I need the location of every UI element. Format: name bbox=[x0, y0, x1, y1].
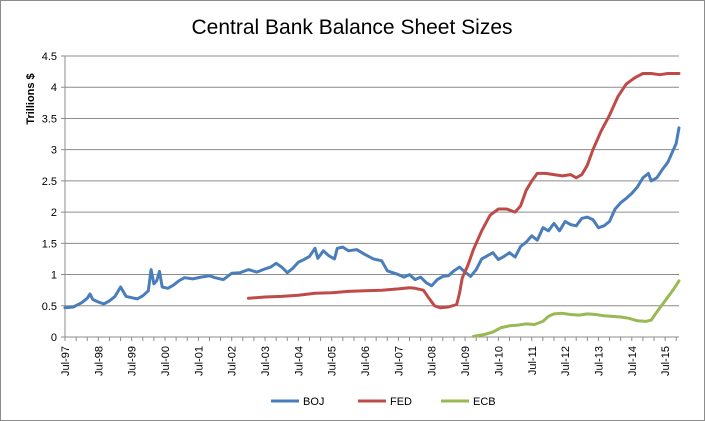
y-tick-label: 3.5 bbox=[42, 113, 57, 125]
grid-lines bbox=[65, 55, 679, 307]
x-tick-label: Jul-02 bbox=[227, 346, 239, 376]
x-tick-label: Jul-13 bbox=[593, 346, 605, 376]
y-tick-label: 1.5 bbox=[42, 238, 57, 250]
x-tick-label: Jul-10 bbox=[493, 346, 505, 376]
legend-label-ecb: ECB bbox=[473, 396, 496, 408]
x-tick-label: Jul-01 bbox=[193, 346, 205, 376]
series-lines bbox=[63, 72, 681, 338]
x-tick-label: Jul-06 bbox=[360, 346, 372, 376]
axes bbox=[61, 55, 679, 341]
x-tick-label: Jul-97 bbox=[60, 346, 72, 376]
y-tick-label: 3 bbox=[51, 145, 57, 157]
x-tick-label: Jul-09 bbox=[460, 346, 472, 376]
legend-label-fed: FED bbox=[390, 396, 412, 408]
chart-title: Central Bank Balance Sheet Sizes bbox=[191, 16, 512, 39]
x-tick-label: Jul-05 bbox=[327, 346, 339, 376]
x-tick-label: Jul-11 bbox=[527, 346, 539, 375]
x-tick-label: Jul-15 bbox=[660, 346, 672, 376]
y-tick-label: 2.5 bbox=[42, 176, 57, 188]
series-line-ecb bbox=[471, 279, 681, 338]
x-tick-label: Jul-07 bbox=[393, 346, 405, 376]
legend: BOJ FED ECB bbox=[271, 396, 496, 408]
y-tick-label: 0.5 bbox=[42, 301, 57, 313]
legend-label-boj: BOJ bbox=[303, 396, 324, 408]
y-tick-label: 0 bbox=[51, 332, 57, 344]
x-tick-labels: Jul-97 Jul-98 Jul-99 Jul-00 Jul-01 Jul-02 Jul-… bbox=[60, 346, 672, 376]
y-tick-label: 4 bbox=[51, 82, 57, 94]
x-tick-label: Jul-00 bbox=[160, 346, 172, 376]
series-line-fed bbox=[246, 72, 681, 310]
y-tick-labels: 0 0.5 1 1.5 2 2.5 3 3.5 4 4.5 bbox=[42, 51, 57, 344]
x-tick-label: Jul-14 bbox=[627, 346, 639, 376]
x-tick-label: Jul-99 bbox=[127, 346, 139, 376]
x-tick-label: Jul-08 bbox=[427, 346, 439, 376]
x-tick-label: Jul-12 bbox=[560, 346, 572, 376]
y-axis-title: Trillions $ bbox=[25, 73, 37, 124]
y-tick-label: 2 bbox=[51, 207, 57, 219]
x-tick-label: Jul-03 bbox=[260, 346, 272, 376]
y-tick-label: 4.5 bbox=[42, 51, 57, 63]
series-line-boj bbox=[63, 126, 681, 310]
y-tick-label: 1 bbox=[51, 270, 57, 282]
x-tick-label: Jul-98 bbox=[93, 346, 105, 376]
x-tick-label: Jul-04 bbox=[293, 346, 305, 376]
